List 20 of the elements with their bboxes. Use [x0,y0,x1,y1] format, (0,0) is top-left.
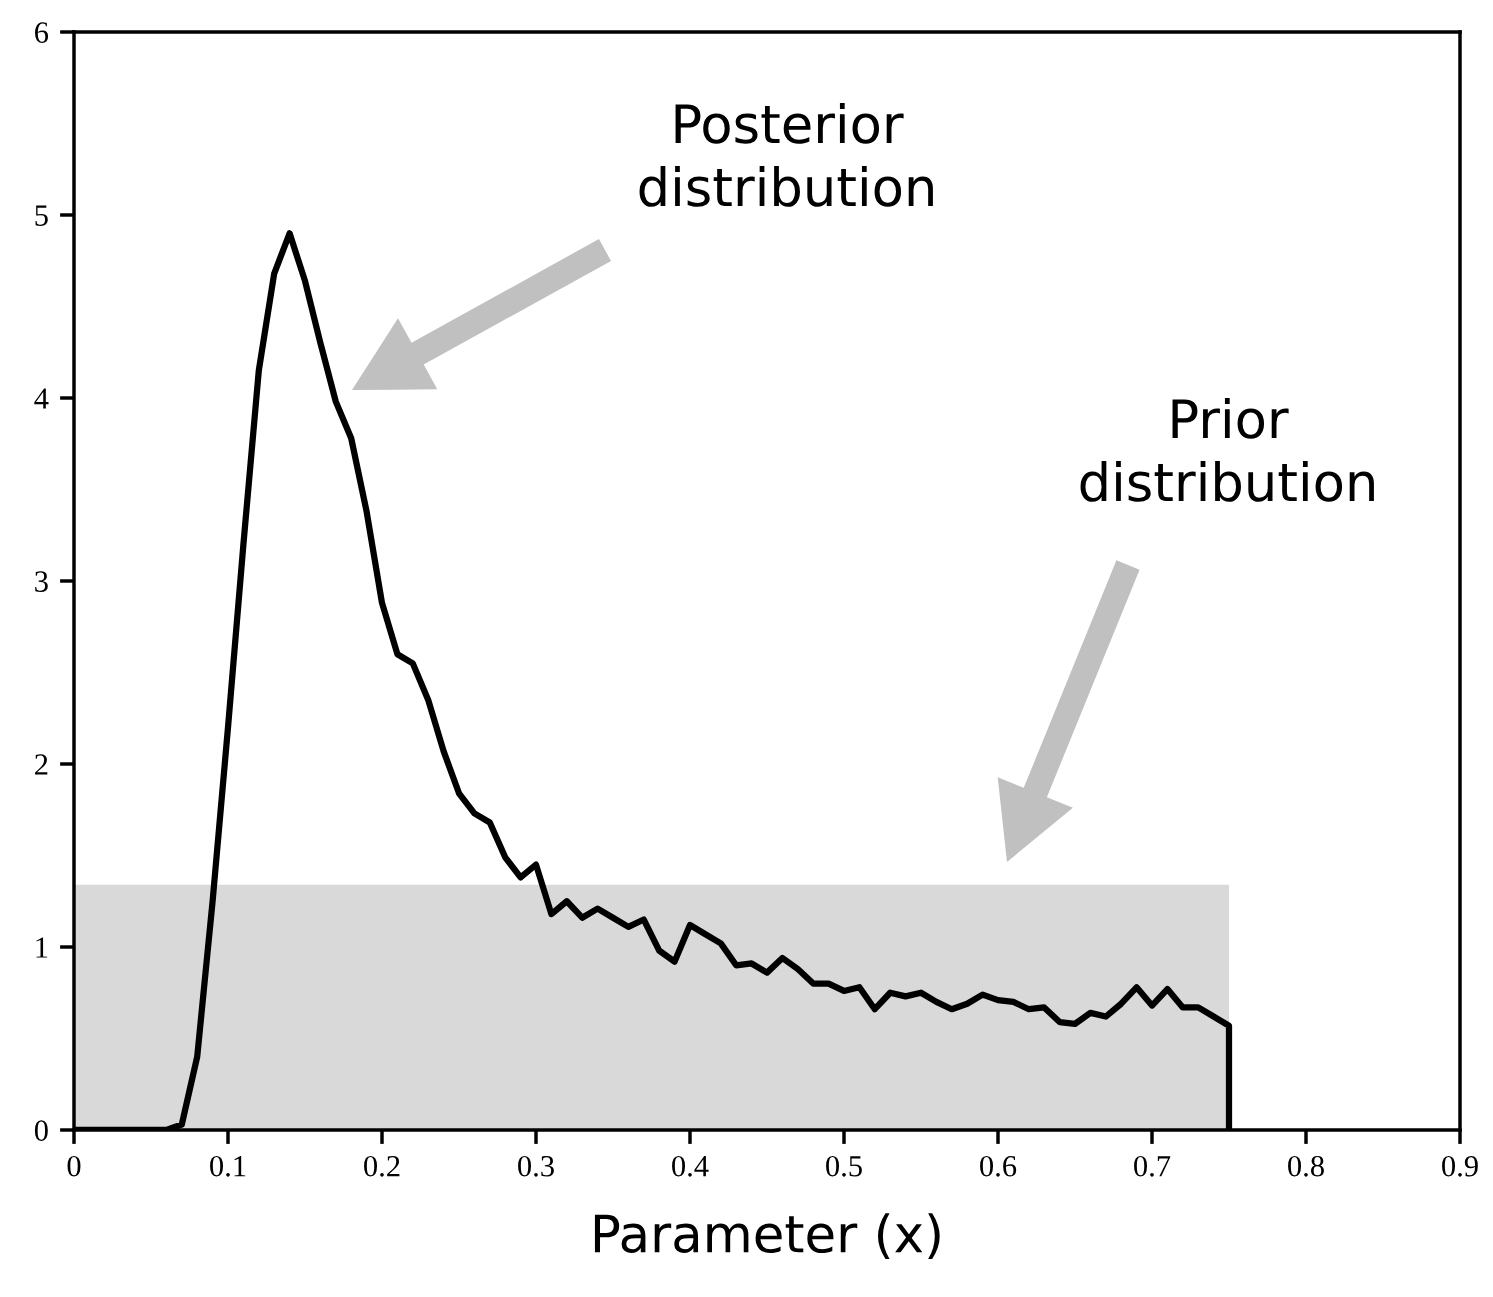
x-tick-label: 0.1 [210,1155,246,1177]
y-tick-label: 6 [35,22,49,43]
annotation: Posterior distribution [639,102,933,207]
x-tick-label: 0.5 [826,1155,862,1177]
annotation: Prior distribution [1080,397,1374,502]
y-tick-label: 4 [34,388,49,409]
x-tick-label: 0.7 [1134,1155,1171,1177]
y-tick-label: 3 [35,571,48,592]
x-tick-label: 0.4 [672,1155,709,1177]
x-tick-label: 0.3 [518,1155,554,1177]
x-tick-label: 0 [67,1155,81,1177]
y-tick-label: 0 [34,1120,48,1141]
y-tick-label: 5 [35,205,48,226]
x-tick-label: 0.2 [364,1155,400,1177]
x-tick-label: 0.9 [1442,1155,1478,1177]
x-tick-label: 0.6 [980,1155,1017,1177]
y-tick-label: 2 [35,754,48,775]
y-tick-label: 1 [36,937,48,958]
x-axis-title: Parameter (x) [594,1213,940,1260]
x-tick-label: 0.8 [1288,1155,1324,1177]
